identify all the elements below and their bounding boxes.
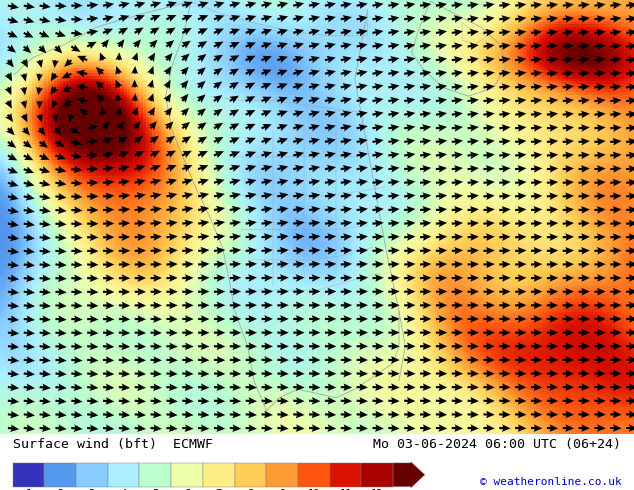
Text: 8: 8 — [247, 489, 254, 490]
Text: 9: 9 — [279, 489, 285, 490]
Bar — [203, 463, 235, 487]
Text: 10: 10 — [307, 489, 320, 490]
Text: 3: 3 — [89, 489, 95, 490]
Text: 11: 11 — [339, 489, 352, 490]
Text: Mo 03-06-2024 06:00 UTC (06+24): Mo 03-06-2024 06:00 UTC (06+24) — [373, 438, 621, 451]
Bar — [235, 463, 266, 487]
Text: 1: 1 — [25, 489, 32, 490]
Bar — [171, 463, 203, 487]
Text: 7: 7 — [216, 489, 222, 490]
Bar — [361, 463, 393, 487]
Bar — [139, 463, 171, 487]
FancyArrow shape — [393, 462, 425, 488]
Text: Surface wind (bft)  ECMWF: Surface wind (bft) ECMWF — [13, 438, 212, 451]
Bar — [108, 463, 139, 487]
Bar — [266, 463, 298, 487]
Bar — [330, 463, 361, 487]
Text: 12: 12 — [371, 489, 384, 490]
Text: 5: 5 — [152, 489, 158, 490]
Text: © weatheronline.co.uk: © weatheronline.co.uk — [479, 477, 621, 487]
Text: 2: 2 — [57, 489, 63, 490]
Text: 6: 6 — [184, 489, 190, 490]
Text: 4: 4 — [120, 489, 127, 490]
Bar — [298, 463, 330, 487]
Bar — [44, 463, 76, 487]
Bar — [76, 463, 108, 487]
Bar — [13, 463, 44, 487]
